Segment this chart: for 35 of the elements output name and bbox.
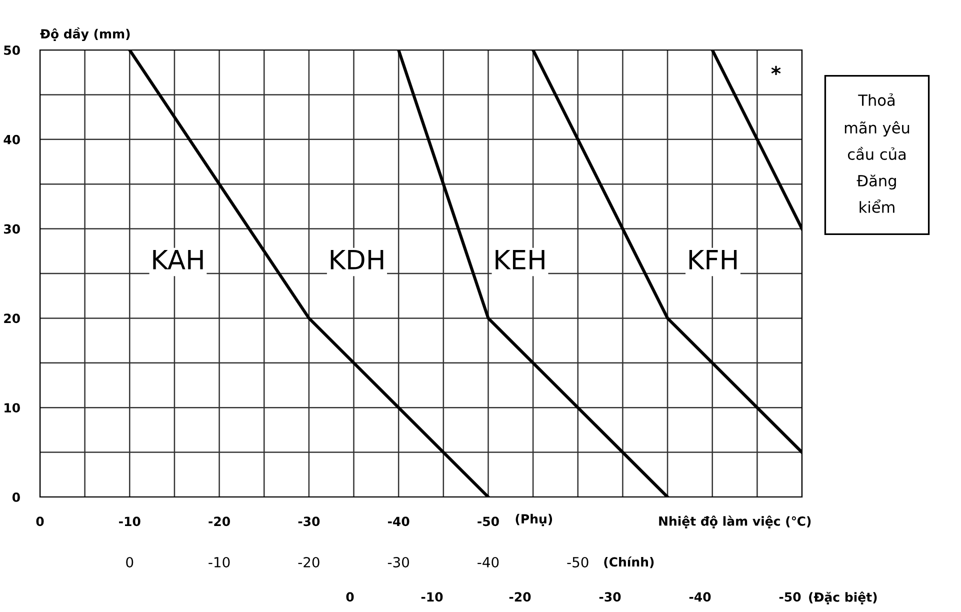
x-tick-label: -20 <box>208 516 230 526</box>
annotation: * <box>771 66 781 75</box>
y-tick-label: 50 <box>4 45 20 55</box>
annotation: KFH <box>689 250 737 270</box>
y-tick-label: 40 <box>4 134 20 144</box>
text: -20 <box>509 592 531 602</box>
x2-tick-label: -50 <box>567 556 588 568</box>
x2-axis-title: (Chính) <box>604 556 654 568</box>
x2-tick-label: -10 <box>208 556 230 568</box>
x-tick-label: -50 <box>478 516 499 526</box>
x2-tick-label: 0 <box>126 556 134 568</box>
text: 0 <box>346 592 354 602</box>
text: -40 <box>689 592 711 602</box>
y-tick-label: 0 <box>12 492 20 502</box>
x-tick-label: -40 <box>388 516 410 526</box>
annotation: KAH <box>153 250 203 270</box>
text: Nhiệt độ làm việc (℃) <box>659 516 811 528</box>
x-axis-title: (Phụ) <box>516 514 552 526</box>
text: (Đặc biệt) <box>809 592 877 604</box>
x2-tick-label: -20 <box>298 556 320 568</box>
x-tick-label: -10 <box>119 516 140 526</box>
y-tick-label: 10 <box>4 403 20 413</box>
text: -50 <box>779 592 801 602</box>
y-tick-label: 20 <box>4 314 20 324</box>
text: Thoả mãn yêu cầu của Đăng kiểm <box>844 93 910 213</box>
text: -10 <box>421 592 443 602</box>
y-axis-title: Độ dầy (mm) <box>40 27 130 42</box>
x2-tick-label: -30 <box>388 556 410 568</box>
x-tick-label: 0 <box>36 516 44 526</box>
text: -30 <box>599 592 621 602</box>
y-tick-label: 30 <box>4 224 20 234</box>
x-tick-label: -30 <box>298 516 320 526</box>
annotation: KEH <box>496 250 544 270</box>
x2-tick-label: -40 <box>478 556 499 568</box>
annotation: KDH <box>330 250 384 270</box>
